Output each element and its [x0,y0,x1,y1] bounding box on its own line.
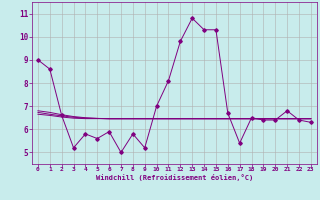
X-axis label: Windchill (Refroidissement éolien,°C): Windchill (Refroidissement éolien,°C) [96,174,253,181]
